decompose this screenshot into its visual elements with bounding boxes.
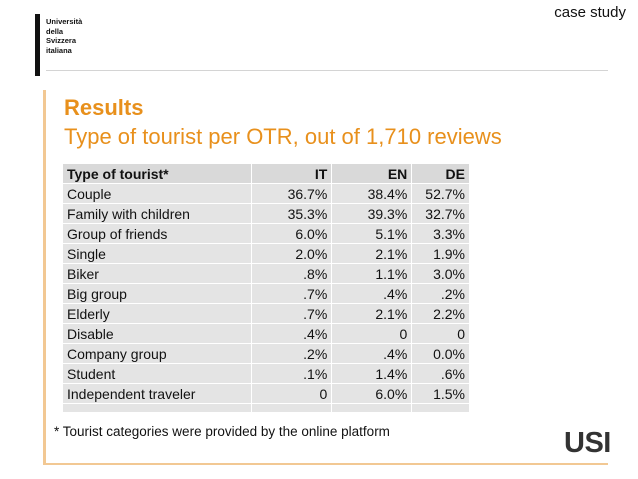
percentage-cell: 36.7% [251,183,332,204]
table-body: Couple 36.7% 38.4% 52.7% Family with childre… [63,183,469,429]
footnote: * Tourist categories were provided by th… [54,424,390,439]
empty-cell [411,403,469,429]
column-header-en: EN [331,164,412,184]
table-row: Company group .2% .4% 0.0% [63,343,469,364]
university-logo-bar [35,14,40,76]
tourist-type-cell: Couple [63,183,252,204]
logo-line: Università [46,17,83,26]
percentage-cell: .2% [411,283,469,304]
table-row: Biker .8% 1.1% 3.0% [63,263,469,284]
case-study-tag: case study [554,4,626,21]
percentage-cell: 39.3% [331,203,412,224]
column-header-de: DE [411,164,469,184]
table-filler-row [63,403,469,429]
percentage-cell: 0.0% [411,343,469,364]
table-row: Independent traveler 0 6.0% 1.5% [63,383,469,404]
percentage-cell: 1.4% [331,363,412,384]
table-row: Couple 36.7% 38.4% 52.7% [63,183,469,204]
empty-cell [251,403,332,429]
tourist-type-cell: Biker [63,263,252,284]
table-row: Elderly .7% 2.1% 2.2% [63,303,469,324]
percentage-cell: 2.1% [331,303,412,324]
percentage-cell: .4% [331,283,412,304]
table-row: Student .1% 1.4% .6% [63,363,469,384]
header-divider [46,70,608,71]
percentage-cell: .4% [251,323,332,344]
percentage-cell: 2.2% [411,303,469,324]
tourist-type-cell: Group of friends [63,223,252,244]
percentage-cell: .7% [251,283,332,304]
percentage-cell: 3.0% [411,263,469,284]
tourist-type-cell: Big group [63,283,252,304]
percentage-cell: 38.4% [331,183,412,204]
logo-line: della [46,26,64,36]
percentage-cell: .7% [251,303,332,324]
bottom-accent-rule [43,463,608,465]
table-row: Family with children 35.3% 39.3% 32.7% [63,203,469,224]
left-accent-rule [43,90,46,465]
results-table: Type of tourist* IT EN DE Couple 36.7% 38.… [63,164,469,429]
table-row: Single 2.0% 2.1% 1.9% [63,243,469,264]
column-header-it: IT [251,164,332,184]
percentage-cell: 0 [411,323,469,344]
tourist-type-cell: Company group [63,343,252,364]
column-header-type: Type of tourist* [63,164,252,184]
tourist-type-cell: Single [63,243,252,264]
slide-subtitle: Type of tourist per OTR, out of 1,710 re… [64,124,502,149]
percentage-cell: .1% [251,363,332,384]
logo-line: Svizzera [46,36,77,45]
empty-cell [331,403,412,429]
percentage-cell: 5.1% [331,223,412,244]
percentage-cell: 6.0% [331,383,412,404]
percentage-cell: .8% [251,263,332,284]
usi-logo: USI [564,427,611,459]
tourist-type-cell: Student [63,363,252,384]
university-logo-text: Università della Svizzera italiana [46,17,82,55]
percentage-cell: 52.7% [411,183,469,204]
percentage-cell: 1.9% [411,243,469,264]
percentage-cell: 0 [251,383,332,404]
percentage-cell: 32.7% [411,203,469,224]
percentage-cell: 3.3% [411,223,469,244]
slide-title: Results [64,95,144,120]
table-row: Disable .4% 0 0 [63,323,469,344]
tourist-type-cell: Disable [63,323,252,344]
percentage-cell: 35.3% [251,203,332,224]
percentage-cell: .4% [331,343,412,364]
logo-line: italiana [46,45,72,55]
tourist-type-cell: Independent traveler [63,383,252,404]
tourist-type-cell: Elderly [63,303,252,324]
percentage-cell: 1.5% [411,383,469,404]
table-row: Big group .7% .4% .2% [63,283,469,304]
percentage-cell: 0 [331,323,412,344]
percentage-cell: .2% [251,343,332,364]
percentage-cell: 2.1% [331,243,412,264]
percentage-cell: 6.0% [251,223,332,244]
tourist-type-cell: Family with children [63,203,252,224]
table-header-row: Type of tourist* IT EN DE [63,164,469,184]
percentage-cell: .6% [411,363,469,384]
table-row: Group of friends 6.0% 5.1% 3.3% [63,223,469,244]
results-table-container: Type of tourist* IT EN DE Couple 36.7% 38.… [63,164,469,429]
percentage-cell: 2.0% [251,243,332,264]
percentage-cell: 1.1% [331,263,412,284]
